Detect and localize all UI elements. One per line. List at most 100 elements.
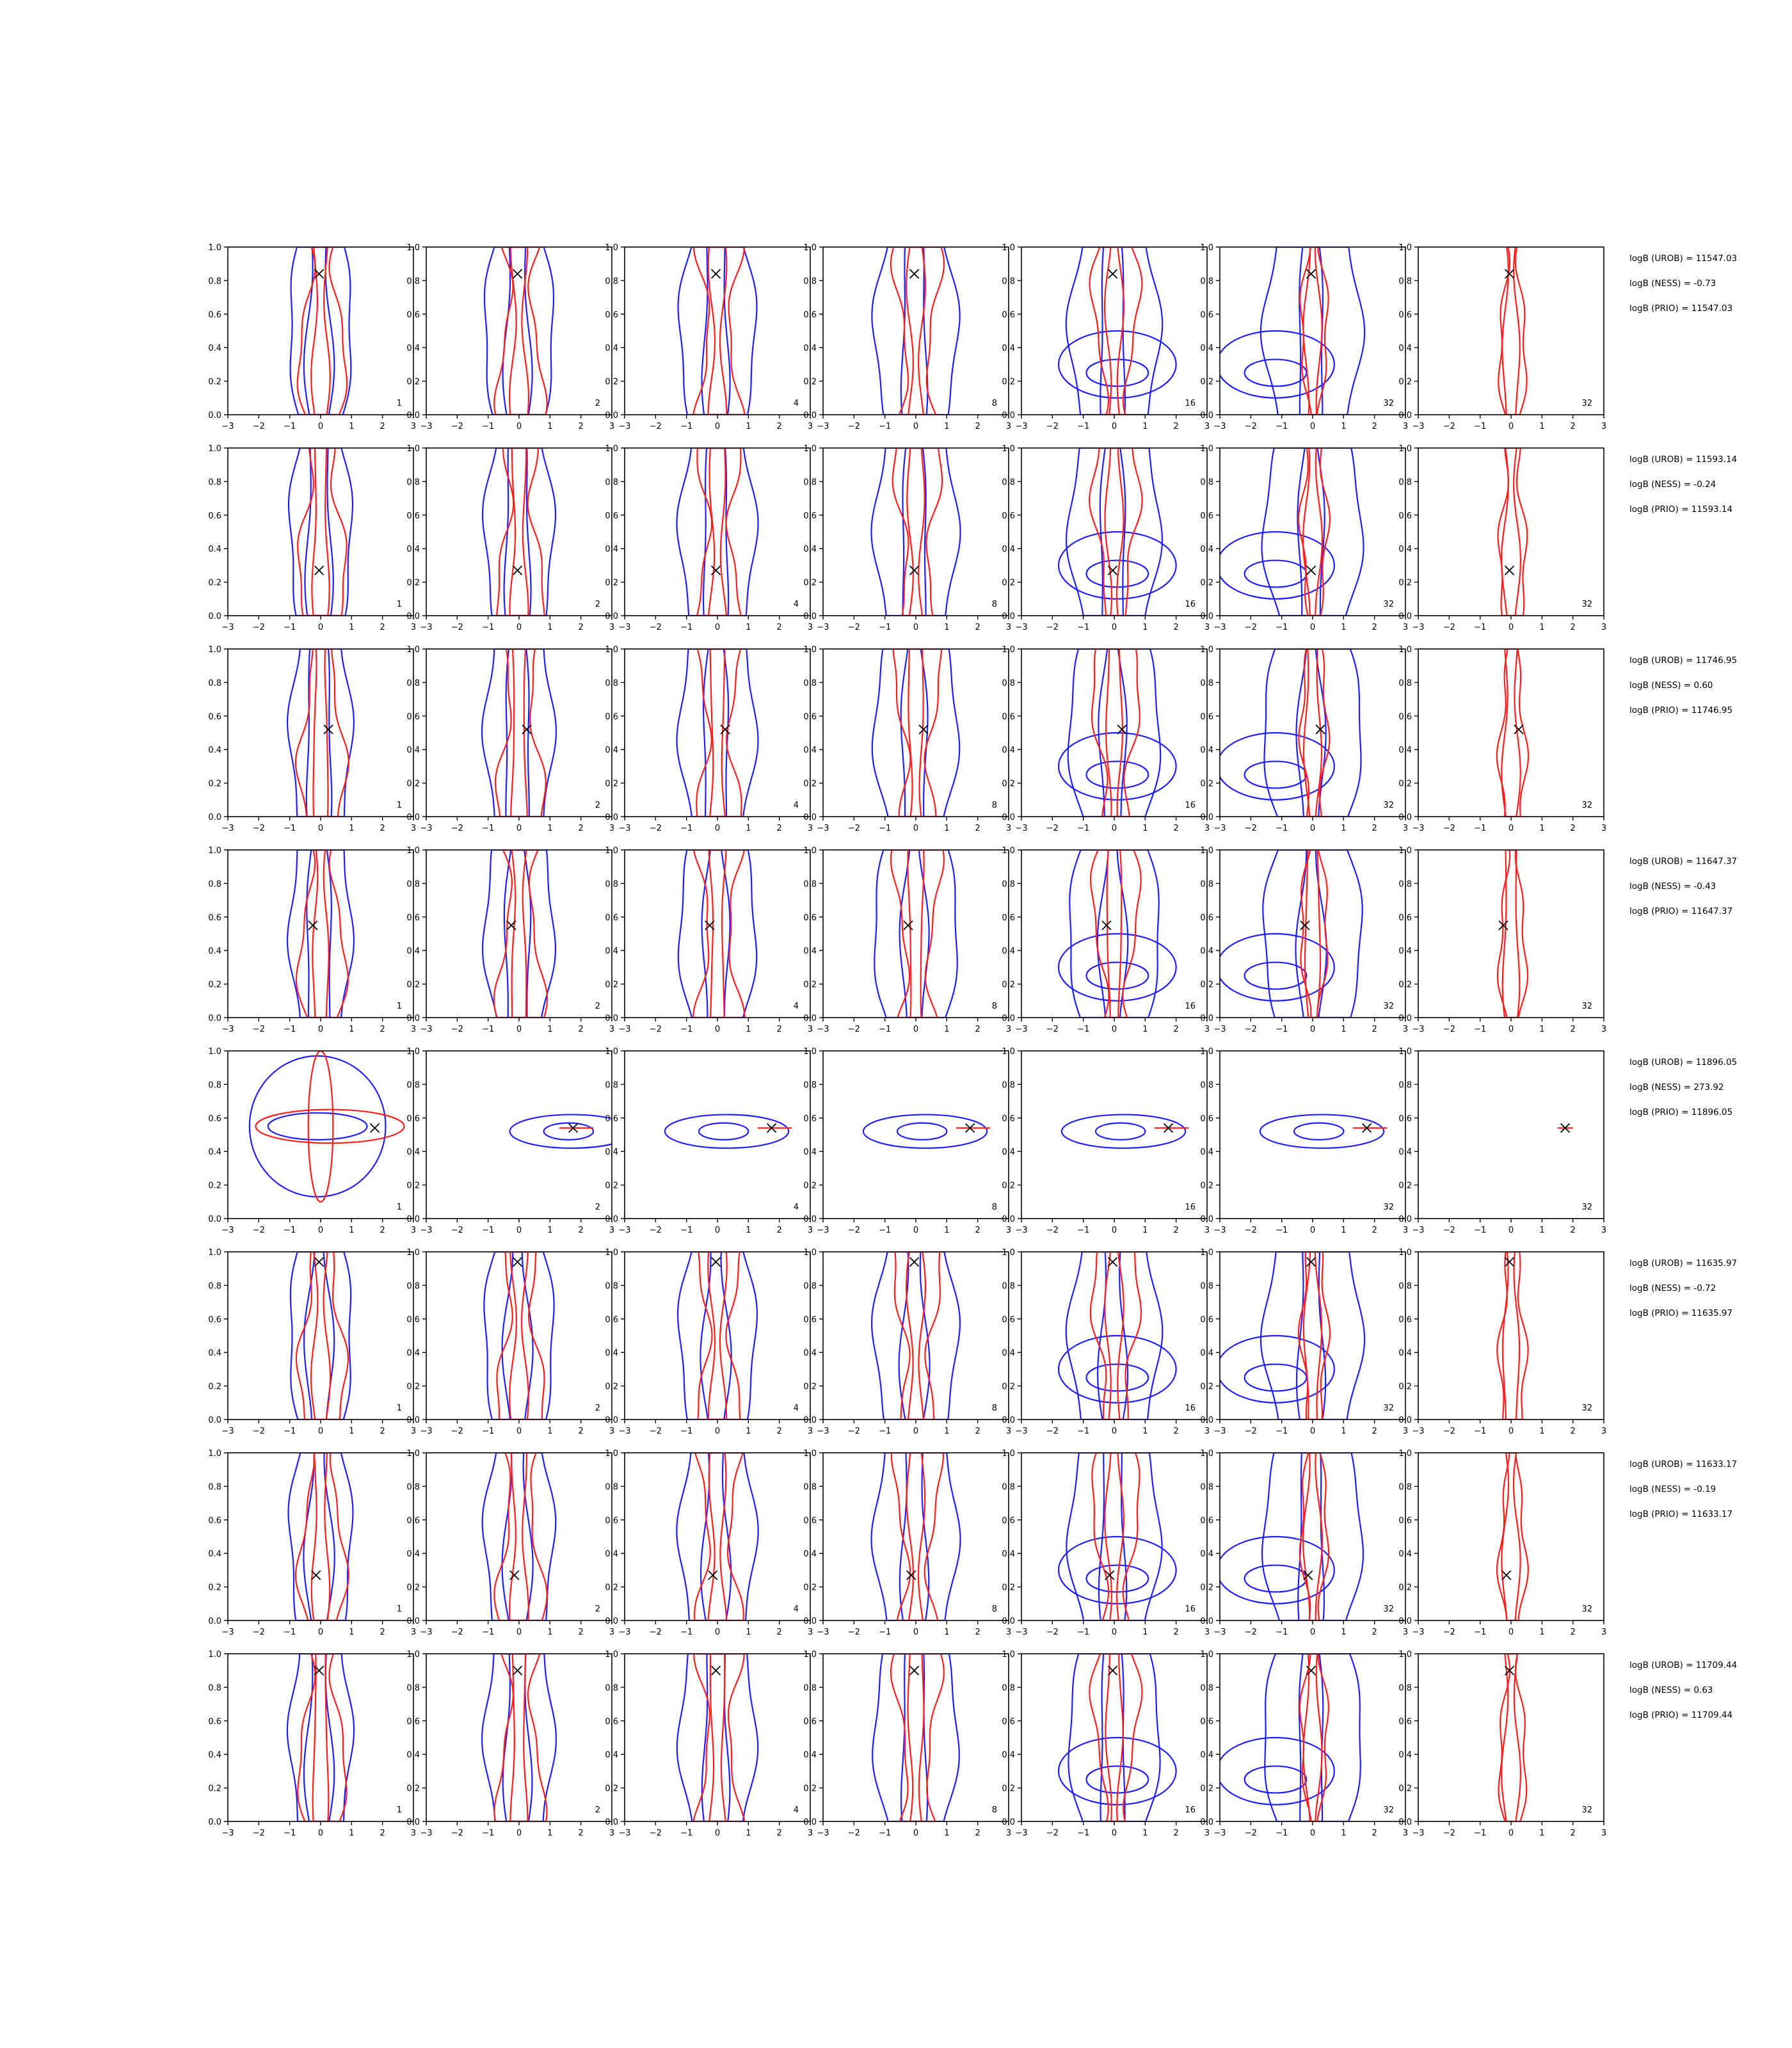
- x-tick-label: 2: [579, 1025, 584, 1034]
- logb-annotation: logB (PRIO) = 11547.03: [1629, 303, 1732, 314]
- x-tick-label: 3: [1204, 1025, 1210, 1034]
- panel-label: 8: [992, 801, 997, 810]
- x-tick-label: 1: [1341, 1025, 1346, 1034]
- contour-layer: [1057, 850, 1177, 1018]
- x-tick-label: −2: [1245, 1828, 1257, 1838]
- x-tick-label: −2: [650, 1628, 662, 1637]
- red-contour-outer: [893, 1252, 941, 1420]
- y-tick-label: 0.6: [1200, 511, 1213, 521]
- red-contour-inner: [511, 850, 527, 1018]
- red-contour-outer: [294, 649, 350, 817]
- y-tick-label: 0.2: [1002, 980, 1015, 990]
- x-tick-label: 1: [746, 1828, 751, 1838]
- y-tick-label: 0.4: [406, 545, 420, 554]
- x-tick-label: 3: [609, 824, 614, 833]
- contour-layer: [870, 1252, 961, 1420]
- y-tick-label: 0.6: [1002, 310, 1015, 320]
- y-tick-label: 0.0: [1002, 1014, 1015, 1023]
- y-tick-label: 0.0: [208, 411, 221, 420]
- x-tick-label: 3: [1403, 1226, 1408, 1235]
- y-tick-label: 0.4: [803, 947, 817, 956]
- contour-layer: [677, 850, 758, 1018]
- x-tick-label: 1: [1142, 422, 1148, 431]
- panel-r4-c3: −3 −2 −1 0 1 2 3 0.0 0.2 0.4 0.6 0.8 1.0 4: [605, 846, 813, 1034]
- blue-contour-outer: [481, 1654, 557, 1821]
- point-marker: [766, 1123, 777, 1133]
- panel-r7-c1: −3 −2 −1 0 1 2 3 0.0 0.2 0.4 0.6 0.8 1.0 1: [208, 1449, 416, 1637]
- y-tick-label: 0.8: [1398, 678, 1412, 688]
- plot-frame: [822, 1251, 1009, 1420]
- x-tick-label: 2: [1571, 824, 1576, 833]
- red-contour-outer: [1089, 247, 1143, 415]
- x-tick-label: 1: [1539, 1226, 1544, 1235]
- blue-contour-inner: [896, 1122, 948, 1140]
- blue-contour-wide: [1220, 732, 1335, 801]
- x-tick-label: 0: [516, 623, 522, 632]
- y-tick-label: 0.6: [605, 1114, 618, 1124]
- x-tick-label: −2: [848, 1828, 860, 1838]
- logb-annotation: logB (NESS) = 273.92: [1629, 1082, 1724, 1092]
- plot-frame: [624, 447, 811, 616]
- x-tick-label: −3: [1015, 1628, 1027, 1637]
- y-tick-label: 0.6: [406, 1717, 420, 1727]
- y-tick-label: 0.6: [208, 1315, 221, 1325]
- y-tick-label: 0.6: [406, 1315, 420, 1325]
- red-contour-outer: [892, 448, 943, 616]
- x-tick-label: −1: [1276, 1226, 1288, 1235]
- plot-frame: [426, 1653, 612, 1822]
- blue-contour-wide-inner: [1244, 760, 1308, 789]
- x-tick-label: −2: [650, 623, 662, 632]
- plot-frame: [1418, 1452, 1604, 1621]
- x-tick-label: 0: [318, 1427, 323, 1436]
- blue-contour-wide-inner: [1244, 358, 1308, 387]
- panel-label: 32: [1581, 1203, 1592, 1212]
- y-tick-label: 0.4: [208, 1348, 221, 1358]
- point-marker: [308, 920, 318, 931]
- y-tick-label: 0.0: [1398, 813, 1412, 822]
- y-tick-label: 0.0: [1002, 1416, 1015, 1425]
- x-tick-label: 3: [411, 824, 416, 833]
- x-tick-label: 3: [1006, 623, 1011, 632]
- y-tick-label: 0.6: [406, 712, 420, 722]
- y-tick-label: 0.6: [208, 310, 221, 320]
- red-contour-outer: [493, 247, 548, 415]
- x-tick-label: 2: [1174, 1828, 1179, 1838]
- y-tick-label: 1.0: [1200, 444, 1213, 454]
- red-contour-inner: [707, 448, 728, 616]
- x-tick-label: −3: [817, 824, 829, 833]
- blue-contour-outer: [676, 649, 759, 817]
- blue-contour-outer: [286, 1654, 355, 1821]
- blue-contour-inner: [701, 247, 731, 415]
- x-tick-label: 1: [746, 623, 751, 632]
- contour-layer: [1057, 1453, 1177, 1620]
- y-tick-label: 0.2: [1200, 378, 1213, 387]
- contour-layer: [870, 448, 961, 616]
- blue-contour-outer: [481, 649, 557, 817]
- logb-annotation: logB (PRIO) = 11709.44: [1629, 1710, 1732, 1720]
- blue-contour-wide-inner: [1244, 559, 1308, 588]
- x-tick-label: 2: [777, 1025, 782, 1034]
- x-tick-label: 0: [318, 422, 323, 431]
- red-contour-inner: [509, 247, 529, 415]
- y-tick-label: 0.2: [1002, 1784, 1015, 1794]
- plot-frame: [1418, 648, 1604, 817]
- panel-r5-c6: −3 −2 −1 0 1 2 3 0.0 0.2 0.4 0.6 0.8 1.0 32: [1200, 1047, 1408, 1235]
- y-tick-label: 0.0: [1200, 1014, 1213, 1023]
- logb-annotation: logB (UROB) = 11647.37: [1629, 856, 1737, 867]
- plot-frame: [227, 1452, 414, 1621]
- x-tick-label: −1: [1077, 1828, 1089, 1838]
- point-marker: [1303, 1570, 1313, 1580]
- y-tick-label: 0.4: [1002, 1148, 1015, 1157]
- logb-annotation: logB (NESS) = -0.72: [1629, 1283, 1716, 1293]
- y-tick-label: 0.0: [208, 1416, 221, 1425]
- x-tick-label: −1: [1276, 422, 1288, 431]
- panel-label: 2: [595, 1404, 600, 1413]
- panel-label: 4: [794, 1604, 799, 1614]
- red-contour-inner: [1105, 649, 1123, 817]
- x-tick-label: 3: [808, 824, 813, 833]
- y-tick-label: 0.2: [1200, 1181, 1213, 1191]
- blue-contour-outer: [870, 1453, 961, 1620]
- point-marker: [903, 920, 913, 931]
- y-tick-label: 0.6: [605, 1516, 618, 1526]
- y-tick-label: 0.4: [406, 344, 420, 353]
